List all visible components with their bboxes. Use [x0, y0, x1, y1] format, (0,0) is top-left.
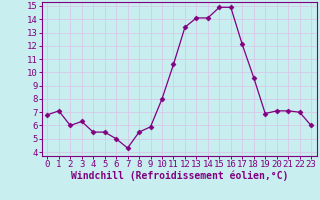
X-axis label: Windchill (Refroidissement éolien,°C): Windchill (Refroidissement éolien,°C) — [70, 171, 288, 181]
